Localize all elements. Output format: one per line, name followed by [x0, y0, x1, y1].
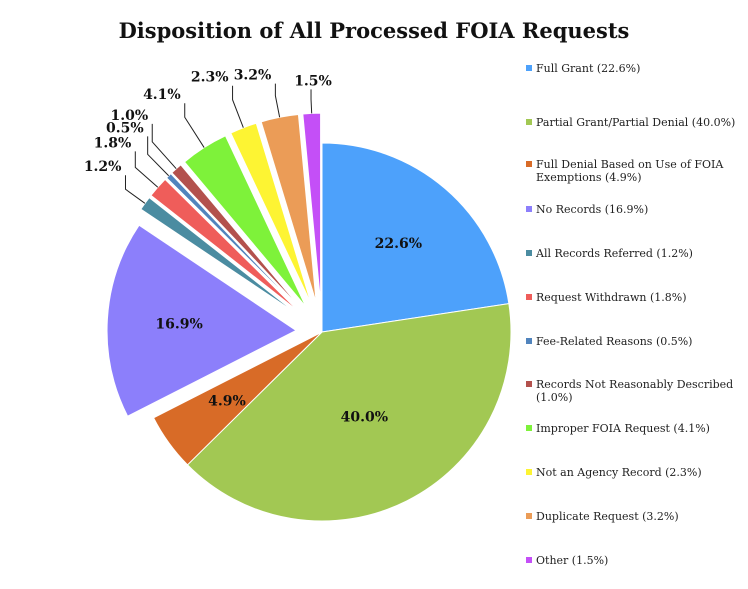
leader-line [232, 85, 244, 128]
leader-line [310, 89, 313, 114]
pie-slice [106, 224, 298, 417]
legend-label: Duplicate Request (3.2%) [536, 510, 679, 523]
legend-swatch [526, 513, 532, 519]
legend-label: Fee-Related Reasons (0.5%) [536, 335, 693, 348]
legend-swatch [526, 425, 532, 431]
leader-line [184, 103, 205, 148]
slice-label: 40.0% [341, 409, 388, 425]
legend-swatch [526, 557, 532, 563]
pie-slice [230, 122, 312, 305]
legend-swatch [526, 381, 532, 387]
legend-swatch [526, 250, 532, 256]
slice-label: 16.9% [155, 316, 202, 332]
legend-swatch [526, 119, 532, 125]
legend-label: Request Withdrawn (1.8%) [536, 291, 687, 304]
pie-slice [152, 331, 323, 466]
slice-label: 1.0% [111, 108, 149, 124]
pie-slice [321, 142, 510, 333]
leader-line [147, 136, 170, 177]
legend-label: Full Grant (22.6%) [536, 62, 641, 75]
slice-label: 2.3% [191, 70, 229, 86]
legend-label: Full Denial Based on Use of FOIA Exempti… [536, 158, 724, 184]
chart-title: Disposition of All Processed FOIA Reques… [118, 18, 630, 43]
legend-label: No Records (16.9%) [536, 203, 649, 216]
slice-label: 0.5% [106, 120, 144, 136]
leader-line [274, 83, 281, 118]
slice-label: 1.5% [294, 73, 332, 89]
leader-line [124, 175, 146, 204]
pie-slice [140, 196, 299, 315]
legend-swatch [526, 65, 532, 71]
legend-label: All Records Referred (1.2%) [536, 247, 693, 260]
legend-swatch [526, 206, 532, 212]
legend-swatch [526, 469, 532, 475]
slice-label: 1.2% [84, 159, 122, 175]
slice-label: 1.8% [94, 135, 132, 151]
leader-line [151, 123, 177, 170]
pie-slice [186, 303, 512, 522]
legend-label: Improper FOIA Request (4.1%) [536, 422, 710, 435]
legend-swatch [526, 338, 532, 344]
pie-slice [171, 164, 303, 311]
slice-label: 4.1% [143, 87, 181, 103]
legend-swatch [526, 294, 532, 300]
pie-slice [183, 135, 307, 308]
slice-label: 3.2% [234, 68, 272, 84]
slice-label: 22.6% [375, 236, 422, 252]
leader-line [134, 151, 159, 188]
legend-label: Partial Grant/Partial Denial (40.0%) [536, 116, 736, 129]
legend-label: Other (1.5%) [536, 554, 609, 567]
legend-label: Records Not Reasonably Described (1.0%) [536, 378, 734, 404]
slice-label: 4.9% [208, 394, 246, 410]
legend-label: Not an Agency Record (2.3%) [536, 466, 702, 479]
legend-swatch [526, 161, 532, 167]
